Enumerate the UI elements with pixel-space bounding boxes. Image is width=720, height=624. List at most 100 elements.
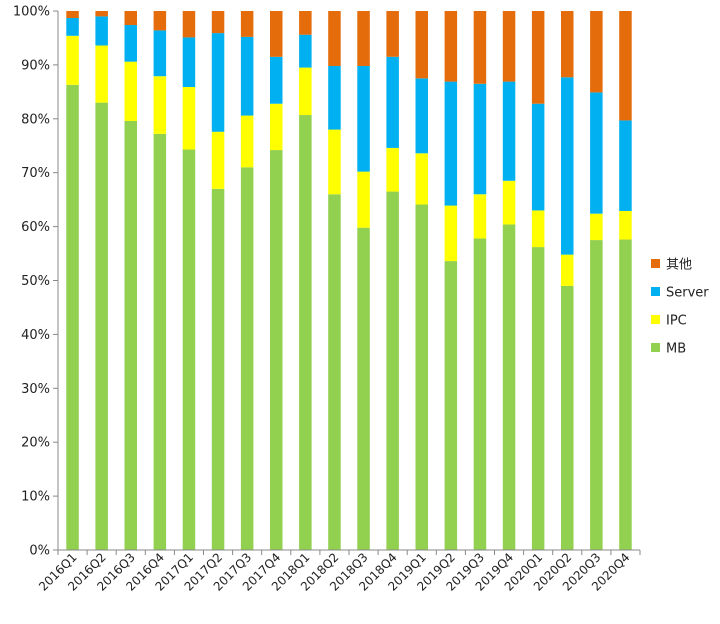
bar-其他-2020Q2 <box>561 11 574 78</box>
y-tick-label: 80% <box>21 112 50 127</box>
legend-item-MB: MB <box>651 342 686 357</box>
legend: 其他 Server IPC MB <box>651 258 709 357</box>
bar-MB-2017Q3 <box>240 167 254 550</box>
bar-Server-2017Q2 <box>211 33 225 132</box>
bar-stack-2016Q1 <box>66 11 79 550</box>
bar-Server-2019Q2 <box>444 81 458 206</box>
bar-IPC-2016Q3 <box>124 61 137 121</box>
bar-IPC-2017Q1 <box>182 86 196 150</box>
legend-swatch <box>651 259 660 268</box>
bar-MB-2016Q2 <box>95 102 108 550</box>
bar-Server-2016Q3 <box>124 25 137 62</box>
bar-IPC-2018Q1 <box>299 67 312 116</box>
bar-其他-2018Q3 <box>357 11 370 66</box>
y-tick-label: 40% <box>21 328 50 343</box>
bar-Server-2016Q1 <box>66 18 79 36</box>
bar-IPC-2020Q4 <box>619 210 632 240</box>
bar-其他-2018Q2 <box>328 11 341 66</box>
bar-MB-2017Q4 <box>270 150 283 550</box>
bar-其他-2019Q1 <box>415 11 428 79</box>
bar-Server-2018Q3 <box>357 65 370 172</box>
bar-IPC-2019Q4 <box>502 180 516 225</box>
legend-swatch <box>651 287 660 296</box>
bar-IPC-2020Q1 <box>531 210 545 248</box>
bar-其他-2017Q1 <box>182 11 196 38</box>
bar-stack-2017Q1 <box>182 11 196 550</box>
bar-stack-2019Q2 <box>444 11 458 550</box>
bar-stack-2019Q1 <box>415 11 428 550</box>
bar-IPC-2018Q3 <box>357 171 370 228</box>
bar-Server-2020Q4 <box>619 120 632 211</box>
bar-IPC-2019Q1 <box>415 153 428 205</box>
legend-item-其他: 其他 <box>651 258 692 273</box>
bar-MB-2018Q4 <box>386 191 399 550</box>
bar-Server-2019Q1 <box>415 78 428 154</box>
bar-MB-2016Q1 <box>66 84 79 550</box>
bar-MB-2019Q3 <box>473 238 487 550</box>
bar-MB-2020Q4 <box>619 239 632 550</box>
bar-Server-2017Q3 <box>240 36 254 116</box>
bar-stack-2018Q4 <box>386 11 399 550</box>
bar-Server-2016Q2 <box>95 16 108 46</box>
bar-其他-2016Q1 <box>66 11 79 19</box>
bar-IPC-2019Q3 <box>473 194 487 239</box>
bar-stack-2020Q2 <box>561 11 574 550</box>
bar-MB-2020Q3 <box>590 240 603 550</box>
bar-stack-2018Q2 <box>328 11 341 550</box>
bar-MB-2017Q1 <box>182 149 196 550</box>
bar-stack-2017Q3 <box>240 11 254 550</box>
bar-MB-2020Q2 <box>561 285 574 550</box>
bar-MB-2018Q3 <box>357 227 370 551</box>
bar-IPC-2016Q1 <box>66 35 79 85</box>
legend-label: 其他 <box>666 258 692 273</box>
legend-item-Server: Server <box>651 286 709 301</box>
bar-IPC-2017Q2 <box>211 131 225 189</box>
bar-MB-2018Q1 <box>299 115 312 550</box>
bar-MB-2020Q1 <box>531 247 545 550</box>
bar-IPC-2017Q3 <box>240 115 254 168</box>
bars <box>66 11 632 551</box>
bar-其他-2020Q1 <box>531 11 545 104</box>
bar-IPC-2019Q2 <box>444 205 458 262</box>
bar-其他-2020Q3 <box>590 11 603 93</box>
y-tick-label: 30% <box>21 382 50 397</box>
bar-IPC-2016Q4 <box>153 76 167 134</box>
legend-label: MB <box>666 342 686 357</box>
y-tick-label: 0% <box>29 544 50 559</box>
bar-其他-2016Q4 <box>153 11 167 31</box>
bar-stack-2016Q3 <box>124 11 137 551</box>
bar-stack-2016Q2 <box>95 11 108 550</box>
bar-IPC-2018Q4 <box>386 147 399 192</box>
bar-Server-2017Q4 <box>270 56 283 104</box>
bar-其他-2020Q4 <box>619 11 632 121</box>
bar-MB-2018Q2 <box>328 194 341 550</box>
bar-Server-2019Q4 <box>502 81 516 181</box>
y-axis: 0% 10% 20% 30% 40% 50% 60% 70% 80% 90% 100% <box>13 5 59 559</box>
legend-swatch <box>651 343 660 352</box>
bar-Server-2017Q1 <box>182 37 196 87</box>
bar-stack-2017Q2 <box>211 11 225 550</box>
bar-其他-2017Q4 <box>270 11 283 57</box>
bar-IPC-2018Q2 <box>328 129 341 195</box>
bar-MB-2019Q4 <box>502 224 516 550</box>
bar-IPC-2020Q3 <box>590 213 603 241</box>
bar-IPC-2017Q4 <box>270 103 283 151</box>
bar-stack-2019Q3 <box>473 11 487 550</box>
bar-MB-2016Q4 <box>153 133 167 550</box>
bar-IPC-2020Q2 <box>561 254 574 286</box>
bar-Server-2019Q3 <box>473 83 487 195</box>
bar-其他-2019Q4 <box>502 11 516 82</box>
legend-label: Server <box>666 286 709 301</box>
bar-IPC-2016Q2 <box>95 45 108 103</box>
legend-label: IPC <box>666 314 687 329</box>
bar-其他-2016Q2 <box>95 11 108 17</box>
bar-MB-2016Q3 <box>124 120 137 551</box>
legend-item-IPC: IPC <box>651 314 687 329</box>
bar-其他-2017Q3 <box>240 11 254 37</box>
y-tick-label: 70% <box>21 166 50 181</box>
bar-stack-2020Q1 <box>531 11 545 550</box>
bar-stack-2016Q4 <box>153 11 167 550</box>
bar-MB-2019Q2 <box>444 261 458 550</box>
bar-其他-2018Q1 <box>299 11 312 35</box>
